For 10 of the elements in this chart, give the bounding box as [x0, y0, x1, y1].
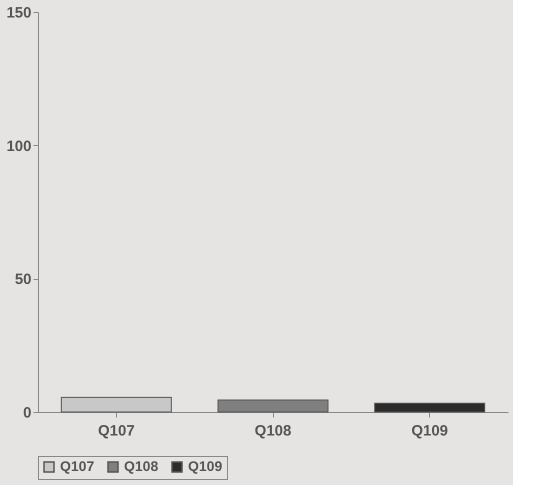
y-tick-label: 50	[14, 271, 32, 288]
x-tick-label: Q107	[98, 422, 135, 440]
legend-label: Q109	[188, 458, 222, 474]
legend-label: Q108	[124, 458, 158, 474]
y-tick-label: 150	[6, 4, 32, 22]
legend-label: Q107	[60, 458, 94, 474]
y-tick-label: 100	[6, 138, 32, 155]
x-tick-label: Q109	[411, 422, 448, 440]
y-tick-label: 0	[23, 404, 32, 422]
x-tick-label: Q108	[254, 422, 292, 440]
